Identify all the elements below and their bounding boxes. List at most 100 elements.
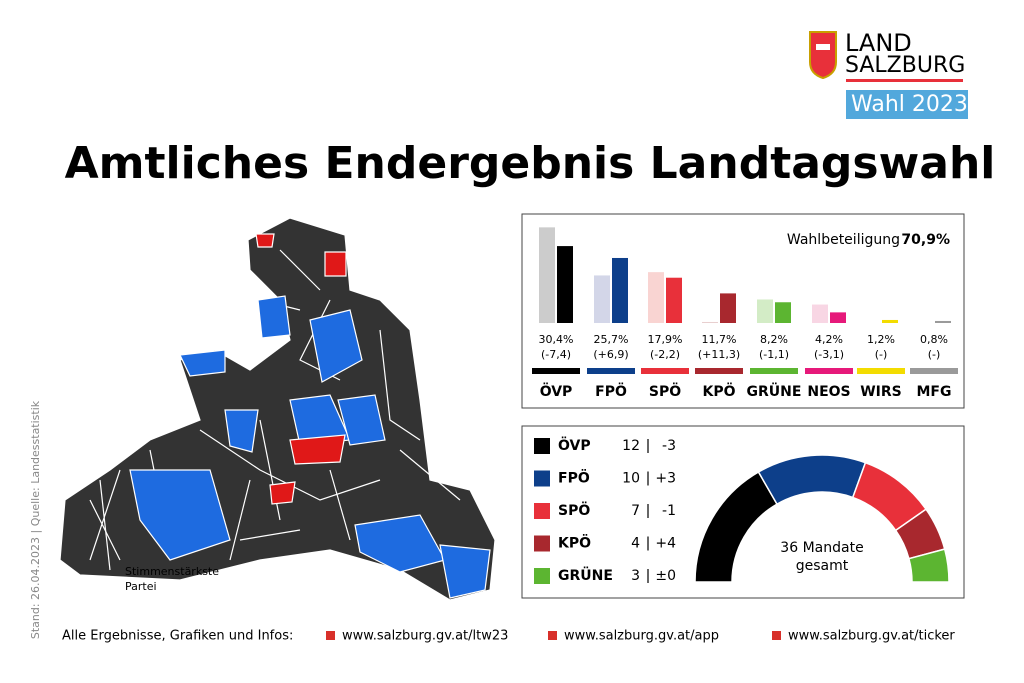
bar	[775, 302, 791, 323]
map-region	[257, 295, 291, 339]
seat-change: ±0	[655, 568, 676, 584]
map-region	[337, 394, 386, 446]
party-name: ÖVP	[540, 382, 573, 400]
party-strip	[750, 368, 798, 374]
map-region	[224, 409, 259, 453]
legend-name: ÖVP	[558, 436, 591, 454]
seat-count: 3	[631, 568, 640, 584]
map-region	[439, 544, 491, 599]
logo	[809, 31, 968, 119]
change-label: (+11,3)	[698, 348, 740, 361]
seat-change: -1	[662, 503, 676, 519]
source: Stand: 26.04.2023 | Quelle: Landesstatis…	[29, 400, 42, 639]
bar	[882, 319, 898, 323]
map-region	[289, 434, 346, 465]
party-name: SPÖ	[649, 382, 681, 400]
map	[59, 217, 496, 601]
seat-total-label: Mandate	[803, 540, 864, 556]
bar	[612, 257, 628, 323]
logo-underline	[846, 79, 963, 82]
seat-count: 4	[631, 536, 640, 552]
shield	[809, 31, 837, 80]
bar	[720, 293, 736, 323]
legend-name: KPÖ	[558, 534, 591, 552]
seat-count: 10	[622, 471, 640, 487]
seat-segment	[907, 548, 950, 583]
link-bullet	[548, 631, 557, 640]
party-strip	[532, 368, 580, 374]
party-name: MFG	[917, 384, 952, 400]
map-region	[309, 309, 363, 383]
map-region	[255, 233, 275, 248]
seat-total-sub: gesamt	[796, 558, 849, 574]
value-label: 1,2%	[867, 333, 895, 346]
badge: Wahl 2023	[851, 92, 968, 117]
map-region	[179, 349, 226, 377]
bar	[935, 320, 951, 323]
party-strip	[641, 368, 689, 374]
value-label: 8,2%	[760, 333, 788, 346]
seat-change: -3	[662, 438, 676, 454]
seat-count: 12	[622, 438, 640, 454]
bar	[666, 277, 682, 323]
map-region	[129, 469, 231, 561]
change-label: (-1,1)	[759, 348, 789, 361]
link-bullet	[326, 631, 335, 640]
footer-intro: Alle Ergebnisse, Grafiken und Infos:	[62, 629, 293, 644]
map-border	[99, 479, 111, 571]
map-label: Stimmenstärkste	[125, 565, 219, 578]
map-region	[324, 251, 347, 277]
legend-swatch	[534, 503, 550, 519]
party-strip	[857, 368, 905, 374]
seat-change: +3	[655, 471, 676, 487]
bar	[557, 246, 573, 323]
map-region	[354, 514, 446, 573]
legend-swatch	[534, 535, 550, 552]
change-label: (-)	[928, 348, 941, 361]
change-label: (-)	[875, 348, 888, 361]
previous-bar	[757, 299, 773, 323]
title: Amtliches Endergebnis Landtagswahl	[65, 138, 996, 189]
party-name: WIRS	[860, 384, 902, 400]
seat-panel	[521, 425, 965, 599]
legend-name: FPÖ	[558, 469, 590, 487]
value-label: 17,9%	[648, 333, 683, 346]
value-label: 0,8%	[920, 333, 948, 346]
value-label: 25,7%	[594, 333, 629, 346]
legend-swatch	[534, 470, 550, 487]
footer-link: www.salzburg.gv.at/ltw23	[342, 629, 508, 644]
party-name: GRÜNE	[747, 382, 802, 400]
bar	[830, 312, 846, 323]
change-label: (-3,1)	[814, 348, 844, 361]
party-name: FPÖ	[595, 382, 627, 400]
footer-link: www.salzburg.gv.at/ticker	[788, 629, 955, 644]
legend-name: SPÖ	[558, 501, 590, 519]
party-strip	[805, 368, 853, 374]
previous-bar	[702, 321, 718, 323]
change-label: (-7,4)	[541, 348, 571, 361]
party-name: NEOS	[807, 384, 850, 400]
party-strip	[910, 368, 958, 374]
party-strip	[587, 368, 635, 374]
previous-bar	[648, 272, 664, 323]
previous-bar	[594, 275, 610, 323]
bar-panel	[521, 213, 965, 409]
map-label: Partei	[125, 580, 157, 593]
legend-swatch	[534, 568, 550, 584]
previous-bar	[812, 304, 828, 323]
party-strip	[695, 368, 743, 374]
shield-band	[816, 44, 830, 50]
badge-box	[846, 90, 968, 119]
seat-total: 36 Mandate	[780, 540, 863, 556]
seat-count: 7	[631, 503, 640, 519]
logo-line1: LAND	[845, 29, 912, 57]
seat-total-number: 36	[780, 540, 798, 556]
party-name: KPÖ	[702, 382, 735, 400]
value-label: 30,4%	[539, 333, 574, 346]
seat-change: +4	[655, 536, 676, 552]
turnout-label: Wahlbeteiligung	[787, 232, 900, 248]
value-label: 11,7%	[702, 333, 737, 346]
value-label: 4,2%	[815, 333, 843, 346]
change-label: (-2,2)	[650, 348, 680, 361]
